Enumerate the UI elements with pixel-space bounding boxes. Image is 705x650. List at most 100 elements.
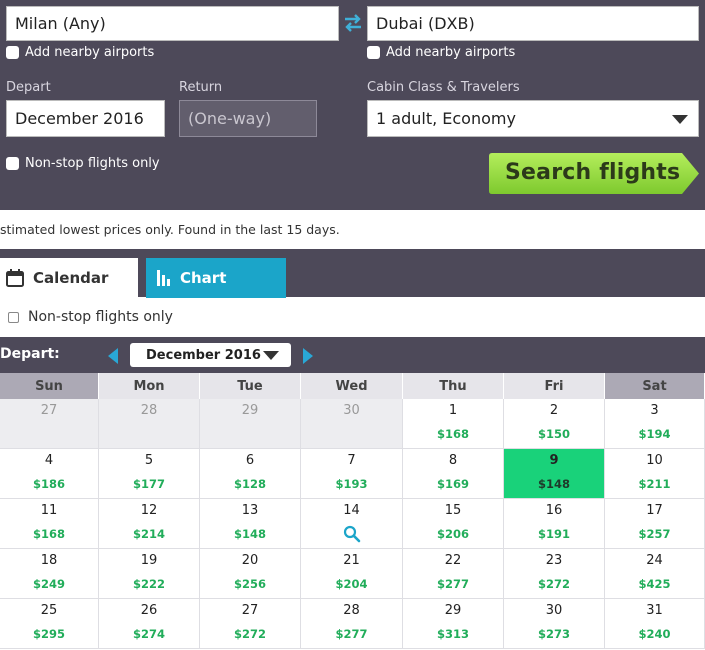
- calendar-icon: [6, 269, 24, 287]
- day-price: $274: [132, 627, 165, 641]
- calendar-nonstop-checkbox[interactable]: Non-stop flights only: [8, 309, 173, 325]
- search-flights-button[interactable]: Search flights: [489, 153, 699, 194]
- calendar-day[interactable]: 4 $186: [0, 449, 99, 499]
- calendar-day[interactable]: 27 $272: [200, 599, 301, 649]
- calendar-day[interactable]: 20 $256: [200, 549, 301, 599]
- calendar-day[interactable]: 10 $211: [605, 449, 705, 499]
- calendar-day[interactable]: 24 $425: [605, 549, 705, 599]
- origin-input[interactable]: Milan (Any): [6, 6, 339, 41]
- calendar-day[interactable]: 28 $277: [301, 599, 403, 649]
- nonstop-checkbox[interactable]: Non-stop flights only: [6, 156, 160, 171]
- nearby-destination-checkbox[interactable]: Add nearby airports: [367, 45, 515, 60]
- next-month-arrow-icon[interactable]: [303, 348, 313, 364]
- price-disclaimer: stimated lowest prices only. Found in th…: [0, 222, 340, 237]
- day-number: 12: [140, 503, 158, 518]
- day-number: 25: [40, 603, 58, 618]
- day-price: $128: [233, 477, 266, 491]
- calendar-day[interactable]: 12 $214: [99, 499, 200, 549]
- weekday-sun: Sun: [0, 373, 99, 399]
- day-price: $295: [32, 627, 65, 641]
- day-number: 19: [140, 553, 158, 568]
- calendar-day[interactable]: 16 $191: [504, 499, 605, 549]
- calendar-day[interactable]: 6 $128: [200, 449, 301, 499]
- nonstop-label: Non-stop flights only: [25, 156, 160, 171]
- calendar-day[interactable]: 29 $313: [403, 599, 504, 649]
- chevron-down-icon: [672, 115, 688, 124]
- day-price: $222: [132, 577, 165, 591]
- calendar-day-selected[interactable]: 9 $148: [504, 449, 605, 499]
- bar-chart-icon: [157, 270, 170, 286]
- calendar-day[interactable]: 23 $272: [504, 549, 605, 599]
- depart-date-field[interactable]: December 2016: [6, 100, 165, 137]
- cabin-value: 1 adult, Economy: [376, 109, 516, 128]
- day-price: $272: [537, 577, 570, 591]
- destination-input[interactable]: Dubai (DXB): [367, 6, 699, 41]
- search-icon[interactable]: [343, 525, 361, 543]
- day-number: 28: [343, 603, 360, 618]
- previous-month-arrow-icon[interactable]: [108, 348, 118, 364]
- day-number: 5: [144, 453, 154, 468]
- tab-chart[interactable]: Chart: [146, 258, 286, 298]
- checkbox-box[interactable]: [6, 46, 19, 59]
- day-number: 7: [347, 453, 356, 468]
- day-number: 28: [140, 403, 158, 418]
- calendar-day[interactable]: 7 $193: [301, 449, 403, 499]
- day-number: 23: [545, 553, 563, 568]
- day-price: $272: [233, 627, 266, 641]
- calendar-day[interactable]: 14: [301, 499, 403, 549]
- checkbox-box[interactable]: [6, 157, 19, 170]
- day-price: $204: [335, 577, 368, 591]
- calendar-day[interactable]: 13 $148: [200, 499, 301, 549]
- calendar-day[interactable]: 26 $274: [99, 599, 200, 649]
- depart-month-label: Depart:: [0, 346, 60, 362]
- weekday-sat: Sat: [605, 373, 705, 399]
- calendar-day[interactable]: 21 $204: [301, 549, 403, 599]
- day-number: 20: [241, 553, 259, 568]
- calendar-day[interactable]: 22 $277: [403, 549, 504, 599]
- day-number: 4: [44, 453, 54, 468]
- calendar-day[interactable]: 31 $240: [605, 599, 705, 649]
- tab-calendar[interactable]: Calendar: [0, 258, 138, 298]
- nearby-origin-checkbox[interactable]: Add nearby airports: [6, 45, 154, 60]
- calendar-day[interactable]: 1 $168: [403, 399, 504, 449]
- day-number: 29: [241, 403, 259, 418]
- swap-icon[interactable]: [343, 12, 363, 34]
- calendar-day[interactable]: 3 $194: [605, 399, 705, 449]
- calendar-day[interactable]: 11 $168: [0, 499, 99, 549]
- weekday-mon: Mon: [99, 373, 200, 399]
- weekday-wed: Wed: [301, 373, 403, 399]
- checkbox-box[interactable]: [367, 46, 380, 59]
- calendar-day[interactable]: 18 $249: [0, 549, 99, 599]
- calendar-day[interactable]: 30 $273: [504, 599, 605, 649]
- day-price: $148: [233, 527, 266, 541]
- day-number: 16: [545, 503, 563, 518]
- return-date-field[interactable]: (One-way): [179, 100, 317, 137]
- day-number: 8: [448, 453, 458, 468]
- day-number: 3: [650, 403, 659, 418]
- day-number: 13: [241, 503, 259, 518]
- day-price: $206: [436, 527, 469, 541]
- calendar-day[interactable]: 15 $206: [403, 499, 504, 549]
- calendar-day[interactable]: 5 $177: [99, 449, 200, 499]
- month-select[interactable]: December 2016: [130, 343, 291, 367]
- day-number: 15: [444, 503, 462, 518]
- day-number: 6: [245, 453, 255, 468]
- calendar-week-row: 11 $168 12 $214 13 $148 14 15 $206 16 $191 17 $257: [0, 499, 705, 549]
- day-number: 27: [40, 403, 58, 418]
- search-panel: Milan (Any) Dubai (DXB) Add nearby airpo…: [0, 0, 705, 210]
- day-number: 30: [343, 403, 360, 418]
- calendar-day[interactable]: 25 $295: [0, 599, 99, 649]
- calendar-day: 30: [301, 399, 403, 449]
- calendar-day[interactable]: 19 $222: [99, 549, 200, 599]
- calendar-day[interactable]: 2 $150: [504, 399, 605, 449]
- checkbox-box[interactable]: [8, 311, 19, 323]
- day-price: $194: [638, 427, 671, 441]
- day-price: $425: [638, 577, 671, 591]
- day-price: $148: [537, 477, 570, 491]
- calendar-day[interactable]: 8 $169: [403, 449, 504, 499]
- calendar-day[interactable]: 17 $257: [605, 499, 705, 549]
- cabin-travelers-select[interactable]: 1 adult, Economy: [367, 100, 699, 137]
- day-price: $273: [537, 627, 570, 641]
- day-number: 9: [549, 453, 559, 468]
- cabin-label: Cabin Class & Travelers: [367, 80, 520, 95]
